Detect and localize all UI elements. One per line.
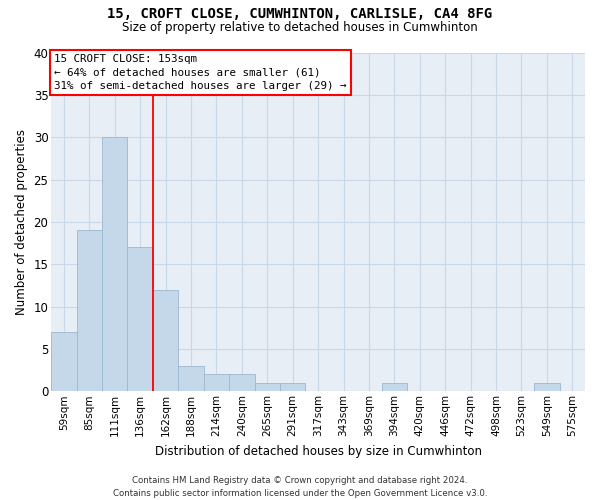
Bar	[153, 290, 178, 392]
Text: 15, CROFT CLOSE, CUMWHINTON, CARLISLE, CA4 8FG: 15, CROFT CLOSE, CUMWHINTON, CARLISLE, C…	[107, 8, 493, 22]
Text: Contains HM Land Registry data © Crown copyright and database right 2024.
Contai: Contains HM Land Registry data © Crown c…	[113, 476, 487, 498]
Bar	[77, 230, 102, 392]
Bar	[229, 374, 254, 392]
Bar	[102, 137, 127, 392]
Bar	[204, 374, 229, 392]
Bar	[382, 383, 407, 392]
Bar	[127, 248, 153, 392]
Bar	[280, 383, 305, 392]
Bar	[51, 332, 77, 392]
X-axis label: Distribution of detached houses by size in Cumwhinton: Distribution of detached houses by size …	[155, 444, 482, 458]
Text: 15 CROFT CLOSE: 153sqm
← 64% of detached houses are smaller (61)
31% of semi-det: 15 CROFT CLOSE: 153sqm ← 64% of detached…	[54, 54, 346, 90]
Bar	[254, 383, 280, 392]
Text: Size of property relative to detached houses in Cumwhinton: Size of property relative to detached ho…	[122, 21, 478, 34]
Bar	[534, 383, 560, 392]
Bar	[178, 366, 204, 392]
Y-axis label: Number of detached properties: Number of detached properties	[15, 129, 28, 315]
